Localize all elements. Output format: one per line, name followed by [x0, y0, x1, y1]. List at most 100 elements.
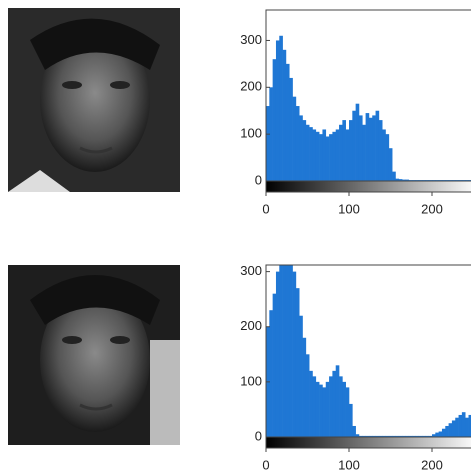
histogram-bar	[451, 420, 456, 437]
x-tick-label: 100	[338, 201, 360, 216]
histogram-bar	[275, 271, 280, 437]
histogram-bar	[339, 124, 343, 181]
y-tick-label: 0	[255, 172, 262, 187]
histogram-bar	[415, 435, 420, 437]
histogram-bar	[302, 120, 307, 181]
histogram-bar	[295, 288, 300, 437]
histogram-bar	[289, 265, 293, 437]
y-tick-label: 100	[240, 126, 262, 141]
histogram-bar	[378, 435, 383, 437]
histogram-bar	[279, 265, 283, 437]
histogram-bar	[295, 106, 300, 181]
gray-bar	[265, 180, 471, 193]
histogram-bar	[322, 129, 327, 181]
histogram-bar	[408, 435, 413, 437]
histogram-bar	[355, 103, 360, 181]
histogram-bar	[325, 381, 330, 437]
histogram-bar	[305, 124, 310, 181]
histogram-bar	[352, 425, 356, 437]
histogram-bar	[398, 179, 403, 181]
histogram-bar	[319, 384, 323, 437]
histogram-bar	[358, 435, 363, 437]
histogram-bar	[345, 387, 350, 437]
histogram-bar	[438, 431, 443, 437]
histogram-bar	[362, 124, 366, 181]
histogram-bar	[309, 370, 313, 437]
histogram-bar	[312, 129, 317, 181]
histogram-bar	[325, 136, 330, 181]
x-tick-label: 0	[262, 457, 269, 471]
histogram-bar	[365, 435, 370, 437]
histogram-bar	[428, 435, 433, 437]
histogram-bar	[279, 35, 283, 181]
face-image	[8, 265, 180, 445]
histogram-bar	[299, 315, 303, 437]
histogram-bar	[441, 428, 446, 437]
histogram-bar	[342, 381, 346, 437]
histogram-bar	[395, 435, 400, 437]
histogram-bar	[422, 435, 426, 437]
histogram-bar	[299, 115, 303, 181]
histogram-bar	[418, 435, 423, 437]
histogram-bar	[285, 265, 290, 437]
histogram-bar	[458, 414, 463, 437]
histogram-bar	[266, 106, 270, 181]
histogram-bar	[329, 134, 333, 181]
histogram-bar	[315, 131, 320, 181]
histogram-bar	[435, 432, 439, 437]
histogram-bar	[385, 134, 390, 181]
histogram-bar	[272, 59, 277, 181]
histogram-bar	[375, 435, 380, 437]
histogram-bar	[412, 435, 416, 437]
bars	[266, 265, 471, 437]
histogram-chart: 0 100 200 300 0 100 200	[240, 263, 471, 471]
histogram-bar	[315, 381, 320, 437]
histogram-bar	[339, 376, 343, 437]
histogram-bar	[445, 425, 449, 437]
histogram-bar	[285, 63, 290, 181]
histogram-bar	[388, 435, 393, 437]
histogram-bar	[465, 417, 469, 437]
histogram-bar	[342, 120, 346, 181]
histogram-bar	[282, 265, 287, 437]
histogram-bar	[362, 435, 366, 437]
histogram-bar	[289, 77, 293, 181]
histogram-bar	[309, 127, 313, 181]
histogram-bar	[382, 129, 386, 181]
histogram-bar	[345, 129, 350, 181]
histogram-bar	[398, 435, 403, 437]
histogram-bar	[402, 179, 406, 181]
histogram-bar	[432, 434, 436, 437]
histogram-bar	[312, 376, 317, 437]
histogram-bar	[461, 412, 466, 437]
histogram-bar	[349, 403, 353, 437]
bars	[266, 35, 471, 181]
histogram-bar	[382, 435, 386, 437]
histogram-bar	[388, 148, 393, 181]
histogram-bar	[349, 120, 353, 181]
histogram-bar	[402, 435, 406, 437]
histogram-bar	[365, 113, 370, 181]
histogram-bar	[272, 293, 277, 437]
x-tick-label: 200	[421, 457, 443, 471]
y-tick-label: 200	[240, 79, 262, 94]
y-tick-label: 100	[240, 373, 262, 388]
face-image	[8, 8, 180, 192]
y-tick-label: 300	[240, 263, 262, 278]
y-tick-label: 200	[240, 318, 262, 333]
histogram-bar	[385, 435, 390, 437]
histogram-bar	[395, 178, 400, 181]
histogram-bar	[292, 96, 297, 181]
histogram-bar	[372, 115, 376, 181]
histogram-bar	[368, 435, 373, 437]
histogram-bar	[372, 435, 376, 437]
histogram-bar	[332, 370, 337, 437]
y-tick-label: 0	[255, 428, 262, 443]
histogram-bar	[378, 120, 383, 181]
histogram-bar	[425, 435, 429, 437]
histogram-bar	[405, 179, 410, 181]
x-tick-label: 100	[338, 457, 360, 471]
x-tick-label: 0	[262, 201, 269, 216]
x-tick-label: 200	[421, 201, 443, 216]
histogram-bar	[392, 171, 396, 181]
